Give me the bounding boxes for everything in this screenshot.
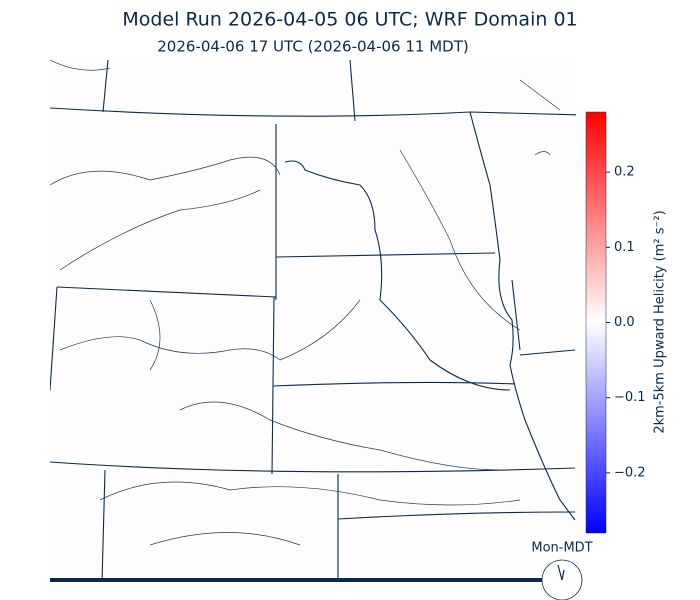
title: Model Run 2026-04-05 06 UTC; WRF Domain … <box>122 9 577 31</box>
tick-label: −0.2 <box>614 465 646 480</box>
tick-label: 0.1 <box>614 240 635 255</box>
clock-hand <box>561 569 565 581</box>
tick-label: −0.1 <box>614 390 646 405</box>
clock-hand <box>557 564 563 581</box>
clock-label: Mon-MDT <box>531 541 592 556</box>
colorbar-label: 2km-5km Upward Helicity (m² s⁻²) <box>653 210 668 433</box>
colorbar: 0.2 0.1 0.0 −0.1 −0.2 <box>585 111 646 534</box>
tick-label: 0.2 <box>614 165 635 180</box>
subtitle: 2026-04-06 17 UTC (2026-04-06 11 MDT) <box>157 38 468 56</box>
tick-label: 0.0 <box>614 315 635 330</box>
map <box>50 60 576 582</box>
colorbar-scale <box>585 111 607 534</box>
